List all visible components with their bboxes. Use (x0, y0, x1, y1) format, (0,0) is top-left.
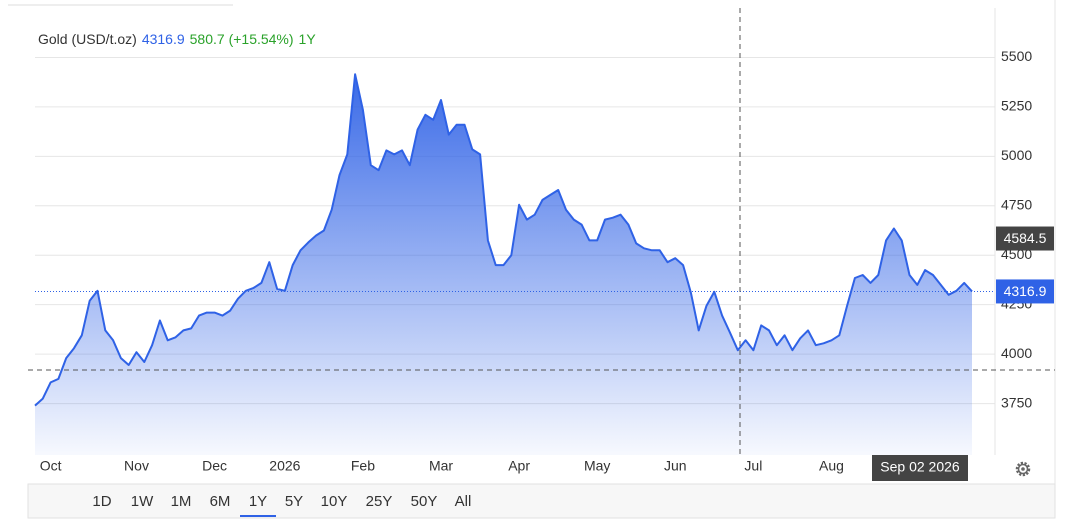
x-tick-label: 2026 (269, 458, 300, 474)
legend-title: Gold (USD/t.oz) (38, 31, 137, 47)
settings-icon[interactable] (1015, 461, 1031, 477)
x-tick-label: Feb (351, 458, 375, 474)
plot (34, 73, 995, 456)
range-button[interactable]: 1Y (249, 493, 267, 510)
legend-change: 580.7 (+15.54%) (190, 31, 294, 47)
range-button[interactable]: 50Y (411, 493, 438, 510)
x-tick-label: May (584, 458, 610, 474)
price-line (34, 73, 973, 407)
range-button[interactable]: 10Y (321, 493, 348, 510)
area-fill (35, 74, 972, 456)
crosshair-date-tag (872, 455, 968, 481)
gear-ring (1017, 463, 1029, 475)
range-button[interactable]: 1W (131, 493, 154, 510)
x-tick-label: Nov (124, 458, 149, 474)
gear-hub (1021, 467, 1025, 471)
range-button[interactable]: 1D (92, 493, 111, 510)
legend-price: 4316.9 (142, 31, 185, 47)
range-button[interactable]: 1M (171, 493, 192, 510)
y-tick-label: 3750 (1001, 394, 1032, 410)
x-tick-label: Apr (508, 458, 530, 474)
last-price-label: 4316.9 (1004, 283, 1047, 299)
range-button[interactable]: 5Y (285, 493, 303, 510)
range-button[interactable]: All (455, 493, 472, 510)
axis-labels: 37504000425045004750500052505500OctNovDe… (40, 48, 1054, 481)
crosshair-value-tag (996, 226, 1054, 251)
y-tick-label: 4000 (1001, 345, 1032, 361)
x-tick-label: Mar (429, 458, 453, 474)
x-tick-label: Aug (819, 458, 844, 474)
y-tick-label: 5000 (1001, 147, 1032, 163)
range-button[interactable]: 6M (210, 493, 231, 510)
y-tick-label: 5500 (1001, 48, 1032, 64)
last-price-tag (996, 279, 1054, 304)
y-tick-label: 5250 (1001, 98, 1032, 114)
x-tick-label: Jun (664, 458, 687, 474)
x-tick-label: Jul (744, 458, 762, 474)
x-tick-label: Oct (40, 458, 62, 474)
range-bar (27, 483, 1056, 519)
range-buttons: 1D 1W 1M 6M 1Y 5Y 10Y 25Y 50Y All (92, 493, 472, 517)
legend-period: 1Y (299, 31, 317, 47)
legend: Gold (USD/t.oz) 4316.9 580.7 (+15.54%) 1Y (38, 31, 316, 47)
y-tick-label: 4750 (1001, 196, 1032, 212)
crosshair-value-label: 4584.5 (1004, 230, 1047, 246)
range-button[interactable]: 25Y (366, 493, 393, 510)
x-tick-label: Dec (202, 458, 227, 474)
gear-teeth (1015, 461, 1031, 477)
crosshair-date-label: Sep 02 2026 (880, 459, 960, 475)
